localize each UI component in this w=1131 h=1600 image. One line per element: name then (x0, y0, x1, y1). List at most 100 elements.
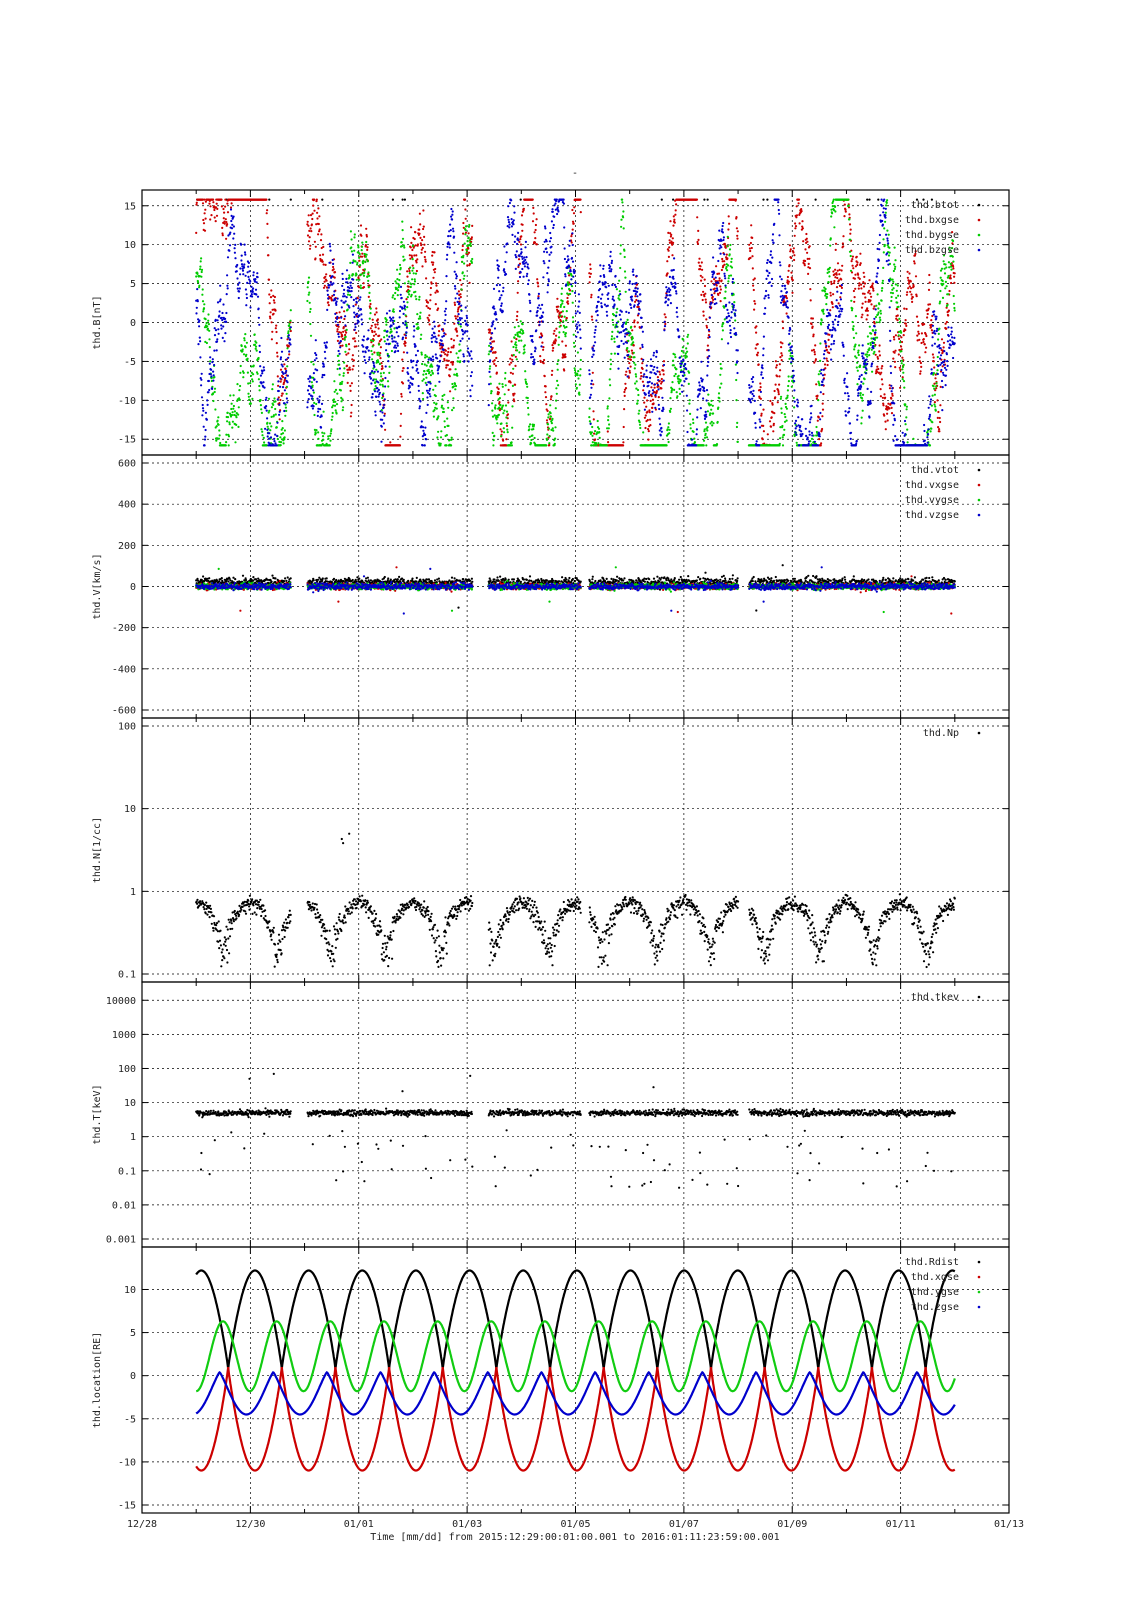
data-point (230, 407, 233, 411)
data-point (800, 208, 803, 211)
data-point (289, 198, 292, 201)
data-point (816, 394, 819, 397)
data-point (862, 271, 865, 274)
data-point (856, 361, 859, 364)
data-point (356, 312, 359, 315)
data-point (608, 378, 611, 381)
data-point (590, 431, 594, 434)
data-point (313, 378, 316, 381)
data-point (896, 284, 899, 287)
data-point (425, 299, 428, 302)
data-point (306, 286, 309, 289)
data-point (687, 382, 690, 385)
data-point (760, 412, 763, 415)
data-point (351, 354, 354, 357)
data-point (395, 282, 398, 285)
data-point (312, 389, 315, 392)
data-point (242, 273, 245, 276)
data-point (268, 293, 271, 296)
data-point (712, 422, 715, 425)
data-point (571, 316, 575, 319)
data-point (377, 360, 380, 364)
data-point (203, 444, 206, 447)
data-point (381, 418, 384, 421)
data-point (558, 331, 561, 334)
data-point (198, 336, 201, 339)
data-point (790, 256, 793, 260)
data-point (202, 409, 205, 412)
data-point (316, 211, 319, 214)
data-point (866, 307, 869, 310)
data-point (424, 354, 427, 357)
data-point (724, 286, 727, 289)
data-point (266, 428, 269, 431)
data-point (252, 274, 255, 277)
data-point (555, 387, 558, 390)
data-point (831, 205, 834, 208)
data-point (766, 433, 769, 436)
data-point (456, 315, 459, 318)
data-point (229, 231, 232, 234)
data-point (287, 345, 290, 348)
data-point (871, 370, 874, 373)
data-point (665, 444, 668, 447)
data-point (640, 375, 643, 378)
data-point (825, 303, 828, 306)
data-point (894, 259, 897, 262)
data-point (205, 341, 208, 345)
data-point (778, 363, 781, 366)
data-point (619, 244, 622, 247)
data-point (212, 374, 215, 377)
data-point (310, 230, 313, 233)
data-point (257, 378, 260, 381)
data-point (574, 383, 578, 386)
data-point (840, 278, 843, 281)
data-point (566, 292, 569, 295)
data-point (246, 357, 249, 360)
data-point (391, 198, 394, 201)
data-point (214, 318, 217, 321)
data-point (886, 199, 889, 202)
data-point (900, 348, 903, 351)
data-point (322, 438, 325, 441)
data-point (810, 322, 813, 326)
data-point (932, 372, 936, 375)
data-point (385, 342, 388, 345)
data-point (514, 383, 517, 386)
data-point (360, 273, 363, 276)
data-point (206, 327, 209, 330)
data-point (521, 329, 525, 333)
data-point (459, 295, 462, 299)
data-point (201, 407, 205, 410)
data-point (735, 399, 738, 402)
data-point (567, 302, 570, 305)
data-point (450, 337, 453, 341)
data-point (313, 359, 316, 362)
data-point (334, 400, 337, 403)
data-point (856, 261, 859, 264)
data-point (672, 215, 675, 218)
data-point (706, 426, 709, 429)
data-point (329, 434, 332, 437)
data-point (753, 308, 756, 311)
data-point (519, 243, 523, 246)
data-point (531, 198, 534, 201)
data-point (936, 399, 939, 402)
data-point (246, 271, 249, 274)
data-point (843, 203, 846, 206)
data-point (230, 413, 234, 417)
data-point (349, 384, 352, 387)
data-point (913, 262, 916, 265)
data-point (878, 354, 882, 357)
data-point (637, 393, 640, 397)
data-point (893, 351, 896, 354)
data-point (906, 428, 909, 431)
data-point (432, 388, 435, 391)
data-point (578, 393, 581, 396)
data-point (536, 278, 539, 281)
data-point (338, 367, 341, 370)
data-point (667, 255, 671, 258)
data-point (590, 293, 593, 296)
data-point (825, 348, 829, 351)
data-point (341, 284, 344, 287)
